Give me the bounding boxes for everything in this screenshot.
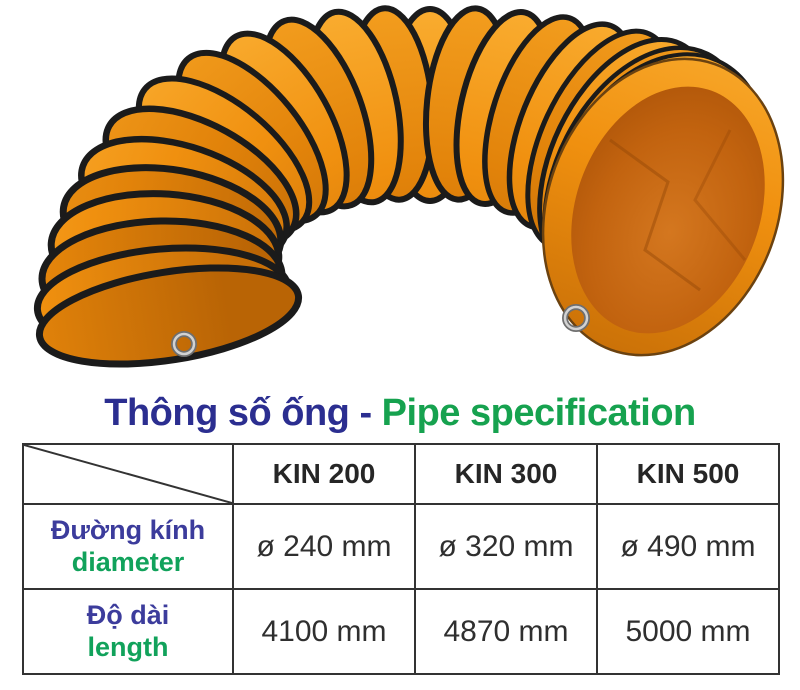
metal-ring-left-icon [171,331,197,357]
column-header-kin300: KIN 300 [414,443,598,505]
duct-coil-stack [33,164,303,368]
title-vietnamese: Thông số ống - [104,392,372,434]
row-label-diameter-en: diameter [71,546,185,577]
column-header-kin500: KIN 500 [596,443,780,505]
page-title: Thông số ống - Pipe specification [0,388,800,443]
row-label-diameter: Đường kính diameter [22,503,234,590]
column-header-kin200: KIN 200 [232,443,416,505]
row-label-length: Độ dài length [22,588,234,675]
pipe-spec-table: KIN 200 KIN 300 KIN 500 Đường kính diame… [22,443,780,675]
row-label-length-vi: Độ dài [86,599,170,630]
diagonal-header-cell [22,443,234,505]
flexible-duct-image [33,5,785,368]
length-kin300-value: 4870 mm [414,588,598,675]
table-row-diameter: Đường kính diameter ø 240 mm ø 320 mm ø … [22,503,780,590]
length-kin200-value: 4100 mm [232,588,416,675]
metal-ring-right-icon [562,304,590,332]
length-kin500-value: 5000 mm [596,588,780,675]
diameter-kin500-value: ø 490 mm [596,503,780,590]
table-row-length: Độ dài length 4100 mm 4870 mm 5000 mm [22,588,780,675]
product-photo [33,5,785,368]
row-label-length-en: length [87,631,169,662]
diameter-kin300-value: ø 320 mm [414,503,598,590]
row-label-diameter-vi: Đường kính [50,514,206,545]
diagonal-line [24,445,232,503]
duct-mouth [541,57,785,357]
title-english: Pipe specification [381,392,697,434]
diameter-kin200-value: ø 240 mm [232,503,416,590]
